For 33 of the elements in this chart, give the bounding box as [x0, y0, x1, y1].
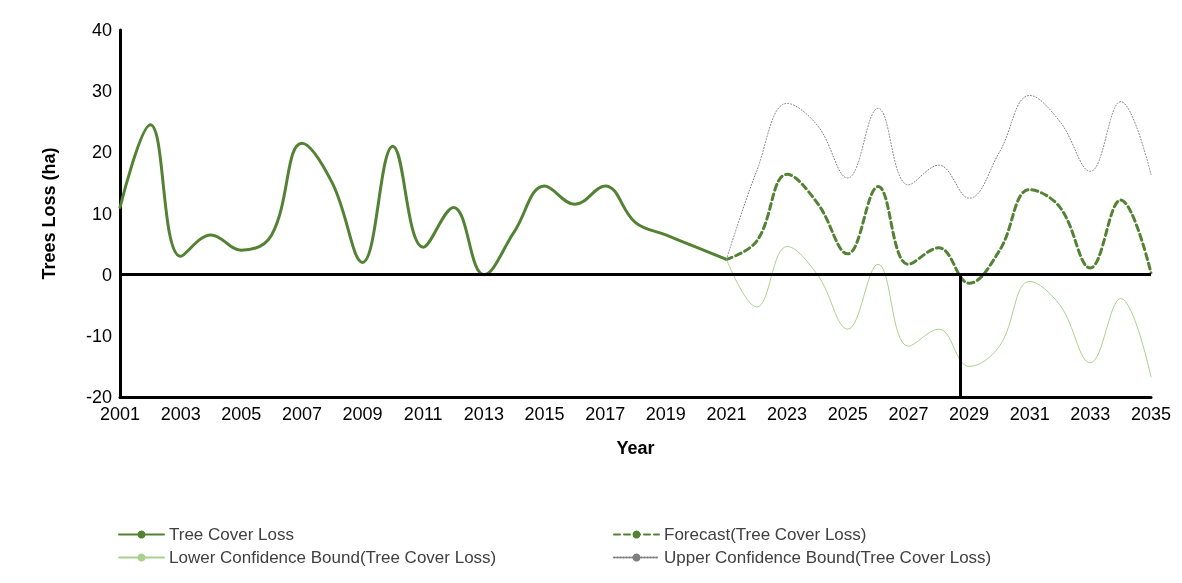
legend-label: Forecast(Tree Cover Loss) [664, 525, 867, 544]
x-tick-label: 2017 [585, 404, 626, 424]
line-series [725, 246, 1152, 378]
x-tick-label: 2023 [767, 404, 808, 424]
x-tick-label: 2029 [949, 404, 990, 424]
x-tick-label: 2015 [524, 404, 565, 424]
y-tick-label: -20 [85, 387, 112, 407]
x-tick-label: 2019 [645, 404, 686, 424]
y-tick-label: 20 [91, 142, 112, 163]
y-tick-label: 30 [91, 81, 112, 102]
x-tick-label: 2025 [827, 404, 868, 424]
x-tick-label: 2035 [1130, 404, 1171, 424]
x-tick-label: 2031 [1009, 404, 1050, 424]
legend-label: Lower Confidence Bound(Tree Cover Loss) [169, 548, 497, 567]
x-tick-label: 2011 [403, 404, 443, 424]
x-tick-label: 2007 [281, 404, 322, 424]
x-tick-label: 2005 [221, 404, 262, 424]
y-tick-label: 0 [101, 264, 112, 285]
x-axis-title: Year [616, 438, 655, 458]
y-tick-label: 40 [91, 20, 112, 40]
y-tick-label: 10 [91, 203, 112, 224]
y-axis-title: Trees Loss (ha) [39, 147, 59, 280]
x-tick-label: 2013 [463, 404, 504, 424]
legend-label: Tree Cover Loss [169, 525, 295, 544]
line-series [725, 94, 1152, 260]
x-tick-label: 2009 [342, 404, 383, 424]
x-tick-label: 2027 [888, 404, 929, 424]
x-tick-label: 2001 [99, 404, 141, 424]
x-tick-label: 2033 [1070, 404, 1111, 424]
y-tick-label: -10 [85, 325, 112, 346]
legend-label: Upper Confidence Bound(Tree Cover Loss) [664, 548, 992, 567]
x-tick-label: 2003 [160, 404, 201, 424]
x-tick-label: 2021 [706, 404, 747, 424]
